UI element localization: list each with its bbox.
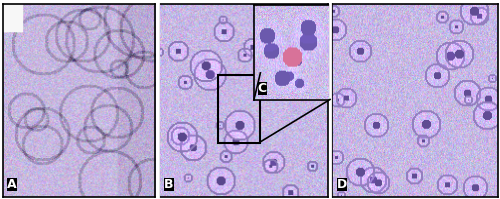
Text: A: A — [7, 178, 16, 191]
Text: C: C — [258, 82, 267, 95]
Text: D: D — [337, 178, 347, 191]
Text: B: B — [164, 178, 173, 191]
Bar — [218, 75, 260, 143]
